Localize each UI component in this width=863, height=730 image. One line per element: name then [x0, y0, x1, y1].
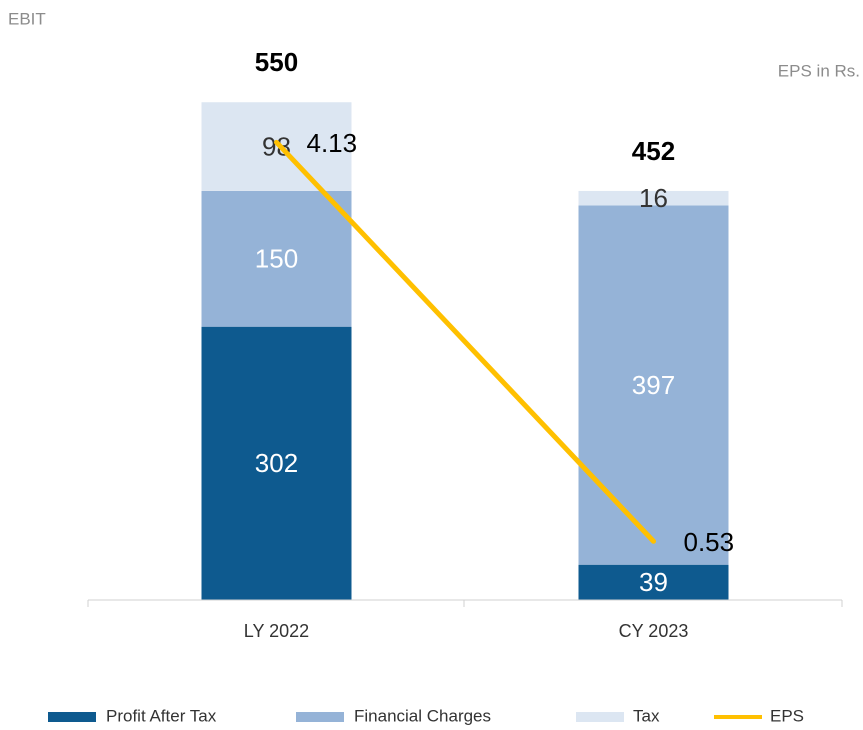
x-tick-label: CY 2023	[619, 621, 689, 641]
y-axis-label: EBIT	[8, 9, 46, 28]
bar-segment	[578, 564, 729, 600]
line-data-label: 4.13	[307, 128, 358, 158]
line	[274, 139, 656, 544]
legend: Profit After Tax Financial Charges Tax EPS	[48, 706, 804, 725]
legend-label: EPS	[770, 706, 804, 725]
data-label: 16	[639, 183, 668, 213]
legend-swatch	[296, 712, 344, 722]
data-label: 302	[255, 448, 298, 478]
data-label: 150	[255, 244, 298, 274]
data-label: 39	[639, 567, 668, 597]
bar-segment	[578, 205, 729, 565]
data-label: 98	[262, 131, 291, 161]
x-tick-label: LY 2022	[244, 621, 309, 641]
legend-swatch	[48, 712, 96, 722]
bar-segment	[201, 326, 352, 600]
line-data-label: 0.53	[684, 527, 735, 557]
legend-label: Financial Charges	[354, 706, 491, 725]
bar-segment	[578, 190, 729, 206]
data-label: 397	[632, 370, 675, 400]
legend-label: Profit After Tax	[106, 706, 217, 725]
plot-area: 302 39 150 397 98 16 550 452 4.13 0.53	[201, 47, 735, 600]
bar-segment	[201, 102, 352, 191]
y2-axis-label: EPS in Rs.	[778, 61, 860, 80]
total-label: 550	[255, 47, 298, 77]
total-label: 452	[632, 136, 675, 166]
legend-label: Tax	[633, 706, 660, 725]
legend-swatch	[576, 712, 624, 722]
bar-segment	[201, 190, 352, 327]
